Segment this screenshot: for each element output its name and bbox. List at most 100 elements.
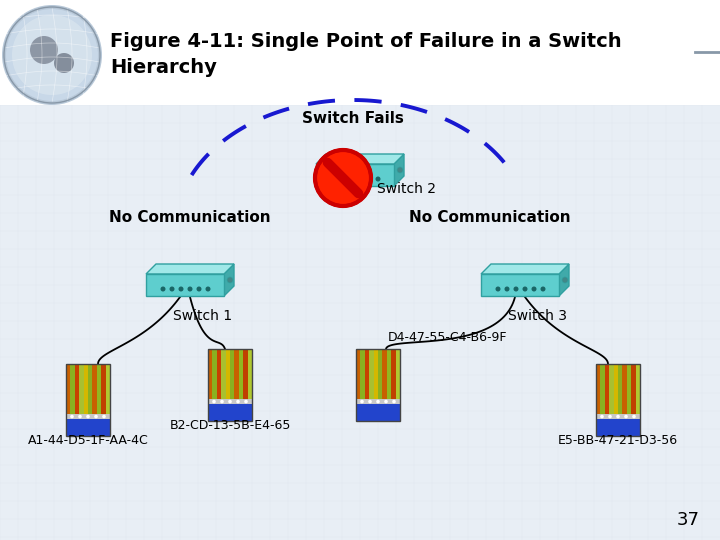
Text: A1-44-D5-1F-AA-4C: A1-44-D5-1F-AA-4C bbox=[27, 434, 148, 447]
FancyBboxPatch shape bbox=[66, 414, 110, 418]
Text: Switch 2: Switch 2 bbox=[377, 182, 436, 196]
Circle shape bbox=[86, 415, 90, 419]
FancyBboxPatch shape bbox=[365, 349, 369, 403]
FancyBboxPatch shape bbox=[221, 349, 225, 403]
Circle shape bbox=[315, 150, 371, 206]
FancyBboxPatch shape bbox=[225, 349, 230, 403]
Circle shape bbox=[513, 287, 518, 292]
Circle shape bbox=[205, 287, 210, 292]
Circle shape bbox=[348, 177, 354, 181]
FancyBboxPatch shape bbox=[369, 349, 374, 403]
FancyBboxPatch shape bbox=[217, 349, 221, 403]
FancyBboxPatch shape bbox=[248, 349, 252, 403]
Circle shape bbox=[366, 177, 372, 181]
FancyBboxPatch shape bbox=[79, 364, 84, 418]
Circle shape bbox=[608, 415, 612, 419]
Circle shape bbox=[376, 400, 380, 403]
Circle shape bbox=[179, 287, 184, 292]
Circle shape bbox=[330, 177, 336, 181]
Circle shape bbox=[212, 400, 216, 403]
Polygon shape bbox=[146, 264, 234, 274]
FancyBboxPatch shape bbox=[631, 364, 636, 418]
FancyBboxPatch shape bbox=[374, 349, 378, 403]
Circle shape bbox=[71, 415, 74, 419]
Text: B2-CD-13-5B-E4-65: B2-CD-13-5B-E4-65 bbox=[169, 419, 291, 432]
FancyBboxPatch shape bbox=[230, 349, 235, 403]
FancyBboxPatch shape bbox=[361, 349, 365, 403]
Circle shape bbox=[340, 177, 344, 181]
Circle shape bbox=[523, 287, 528, 292]
Circle shape bbox=[227, 277, 233, 283]
Text: No Communication: No Communication bbox=[109, 210, 271, 225]
FancyBboxPatch shape bbox=[316, 164, 394, 186]
Text: Switch Fails: Switch Fails bbox=[302, 111, 404, 126]
FancyBboxPatch shape bbox=[96, 364, 102, 418]
Circle shape bbox=[12, 15, 92, 95]
Circle shape bbox=[392, 400, 396, 403]
FancyBboxPatch shape bbox=[243, 349, 248, 403]
FancyBboxPatch shape bbox=[356, 400, 400, 404]
Circle shape bbox=[102, 415, 106, 419]
FancyBboxPatch shape bbox=[212, 349, 217, 403]
Circle shape bbox=[541, 287, 546, 292]
Polygon shape bbox=[224, 264, 234, 296]
FancyBboxPatch shape bbox=[106, 364, 110, 418]
Polygon shape bbox=[559, 264, 569, 296]
FancyBboxPatch shape bbox=[208, 404, 252, 421]
Circle shape bbox=[169, 287, 174, 292]
Polygon shape bbox=[316, 154, 404, 164]
Circle shape bbox=[616, 415, 620, 419]
FancyBboxPatch shape bbox=[395, 349, 400, 403]
Text: E5-BB-47-21-D3-56: E5-BB-47-21-D3-56 bbox=[558, 434, 678, 447]
FancyBboxPatch shape bbox=[613, 364, 618, 418]
FancyBboxPatch shape bbox=[605, 364, 609, 418]
FancyBboxPatch shape bbox=[75, 364, 79, 418]
Circle shape bbox=[358, 177, 362, 181]
Text: Switch 3: Switch 3 bbox=[508, 309, 567, 323]
Text: Switch 1: Switch 1 bbox=[173, 309, 232, 323]
FancyBboxPatch shape bbox=[92, 364, 96, 418]
Text: No Communication: No Communication bbox=[409, 210, 571, 225]
FancyBboxPatch shape bbox=[609, 364, 613, 418]
Circle shape bbox=[600, 415, 604, 419]
FancyBboxPatch shape bbox=[66, 418, 110, 436]
FancyBboxPatch shape bbox=[596, 418, 640, 436]
Polygon shape bbox=[394, 154, 404, 186]
FancyBboxPatch shape bbox=[356, 404, 400, 421]
Circle shape bbox=[397, 167, 403, 173]
FancyBboxPatch shape bbox=[356, 349, 361, 403]
Circle shape bbox=[624, 415, 628, 419]
FancyBboxPatch shape bbox=[618, 364, 622, 418]
Circle shape bbox=[161, 287, 166, 292]
FancyBboxPatch shape bbox=[208, 349, 212, 403]
FancyBboxPatch shape bbox=[88, 364, 92, 418]
FancyBboxPatch shape bbox=[66, 364, 71, 418]
FancyBboxPatch shape bbox=[627, 364, 631, 418]
FancyBboxPatch shape bbox=[391, 349, 395, 403]
Circle shape bbox=[6, 9, 98, 101]
Circle shape bbox=[236, 400, 240, 403]
FancyBboxPatch shape bbox=[239, 349, 243, 403]
Circle shape bbox=[562, 277, 568, 283]
Circle shape bbox=[495, 287, 500, 292]
FancyBboxPatch shape bbox=[378, 349, 382, 403]
Circle shape bbox=[632, 415, 636, 419]
Polygon shape bbox=[481, 264, 569, 274]
FancyBboxPatch shape bbox=[596, 364, 600, 418]
Circle shape bbox=[30, 36, 58, 64]
Circle shape bbox=[368, 400, 372, 403]
Circle shape bbox=[54, 53, 74, 73]
Circle shape bbox=[220, 400, 224, 403]
FancyBboxPatch shape bbox=[596, 414, 640, 418]
Circle shape bbox=[531, 287, 536, 292]
FancyBboxPatch shape bbox=[208, 400, 252, 404]
Circle shape bbox=[244, 400, 248, 403]
FancyBboxPatch shape bbox=[84, 364, 88, 418]
FancyBboxPatch shape bbox=[0, 0, 720, 105]
Circle shape bbox=[228, 400, 232, 403]
Circle shape bbox=[187, 287, 192, 292]
FancyBboxPatch shape bbox=[600, 364, 605, 418]
Text: Hierarchy: Hierarchy bbox=[110, 58, 217, 77]
FancyBboxPatch shape bbox=[636, 364, 640, 418]
Circle shape bbox=[197, 287, 202, 292]
